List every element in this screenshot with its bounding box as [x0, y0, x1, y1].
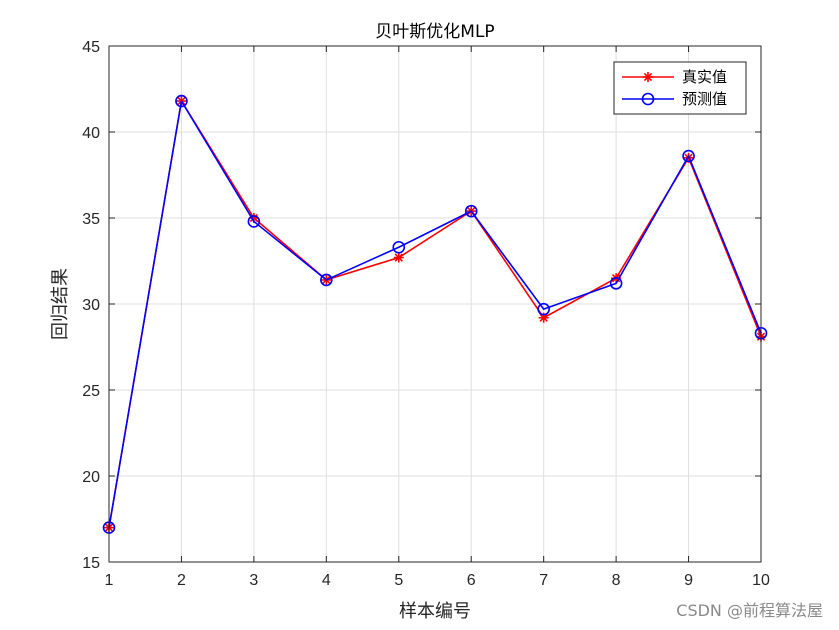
legend-marker — [641, 92, 655, 106]
chart-title: 贝叶斯优化MLP — [375, 22, 494, 42]
series-layer — [102, 94, 768, 534]
x-tick-label: 5 — [394, 572, 403, 589]
x-tick-label: 9 — [684, 572, 693, 589]
legend-label: 预测值 — [682, 90, 727, 108]
y-axis-label: 回归结果 — [50, 268, 71, 340]
data-point — [320, 273, 333, 287]
legend-label: 真实值 — [682, 68, 727, 86]
data-point — [609, 277, 623, 290]
x-tick-label: 7 — [539, 572, 548, 589]
data-point — [392, 240, 406, 254]
x-tick-label: 1 — [105, 572, 114, 589]
y-tick-label: 40 — [82, 125, 100, 142]
x-axis-label: 样本编号 — [399, 601, 471, 622]
legend-box — [613, 61, 747, 115]
y-tick-label: 30 — [82, 297, 100, 314]
legend-marker — [643, 72, 653, 82]
y-tick-label: 15 — [82, 555, 100, 572]
x-tick-label: 2 — [177, 572, 186, 589]
y-tick-label: 20 — [82, 469, 100, 486]
data-point — [464, 204, 478, 218]
series-line — [108, 100, 762, 528]
x-tick-label: 8 — [612, 572, 621, 589]
data-point — [537, 302, 550, 316]
x-tick-label: 3 — [249, 572, 258, 589]
axes-frame — [108, 45, 762, 563]
series-2 — [102, 94, 768, 534]
x-tick-label: 10 — [752, 572, 770, 589]
watermark-text: CSDN @前程算法屋 — [676, 601, 823, 620]
legend-item: 真实值 — [622, 68, 727, 86]
x-tick-label: 4 — [322, 572, 331, 589]
x-tick-label: 6 — [467, 572, 476, 589]
data-point — [175, 94, 188, 108]
y-tick-label: 35 — [82, 211, 100, 228]
legend-item: 预测值 — [622, 90, 727, 108]
data-point — [393, 252, 404, 263]
data-point — [247, 215, 261, 228]
series-line — [108, 100, 762, 528]
data-point — [682, 149, 695, 163]
y-tick-label: 45 — [82, 39, 100, 56]
y-tick-label: 25 — [82, 383, 100, 400]
